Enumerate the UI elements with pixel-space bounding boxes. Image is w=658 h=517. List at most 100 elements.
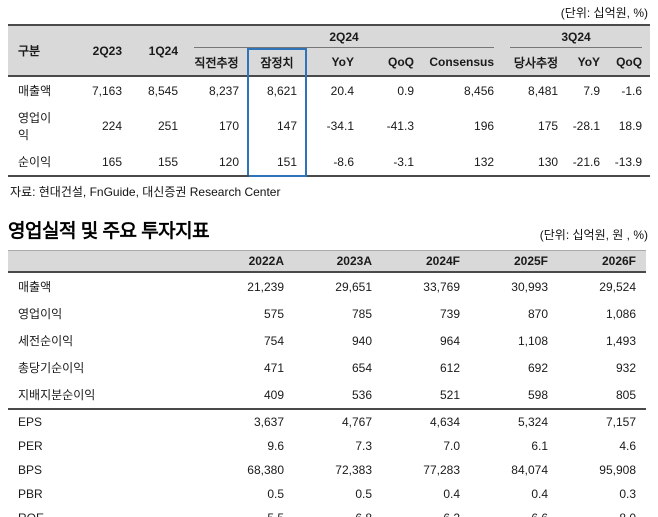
cell-value: 598 <box>470 381 558 410</box>
cell-value: 8,621 <box>247 75 307 104</box>
col-header-2023a: 2023A <box>294 250 382 273</box>
cell-value: 7.9 <box>566 75 609 104</box>
cell-value: 7,157 <box>605 415 636 429</box>
cell-value: 1,493 <box>605 333 636 348</box>
cell-value: 165 <box>70 148 130 177</box>
table-row: 순이익 165 155 120 151 -8.6 -3.1 132 130 -21.6 -13.9 <box>8 148 651 177</box>
row-label: 지배지분순이익 <box>8 381 206 410</box>
table-row: 영업이익 575 785 739 870 1,086 <box>8 300 646 327</box>
col-header-prev-estimate: 직전추정 <box>186 49 248 76</box>
cell-value: -8.6 <box>306 148 362 177</box>
col-header-2q23: 2Q23 <box>70 24 130 76</box>
cell-value: 147 <box>247 104 307 148</box>
cell-value: 409 <box>206 381 294 410</box>
col-header-2024f: 2024F <box>382 250 470 273</box>
cell-value: -34.1 <box>326 119 354 133</box>
cell-value: 95,908 <box>599 463 636 477</box>
cell-value: 575 <box>263 306 284 321</box>
quarterly-results-body: 매출액 7,163 8,545 8,237 8,621 20.4 0.9 8,456 8,481… <box>8 75 651 177</box>
cell-value: 21,239 <box>247 279 284 294</box>
quarterly-results-table: 구분 2Q23 1Q24 2Q24 3Q24 직전추정 잠정치 YoY QoQ … <box>8 24 651 177</box>
section2-title: 영업실적 및 주요 투자지표 <box>8 221 210 242</box>
col-header-1q24: 1Q24 <box>130 24 186 76</box>
table-row: 총당기순이익 471 654 612 692 932 <box>8 354 646 381</box>
col-group-3q24: 3Q24 <box>502 24 651 49</box>
annual-financials-table: 2022A 2023A 2024F 2025F 2026F 매출액 21,239 2… <box>8 250 646 517</box>
col-group-3q24-label: 3Q24 <box>510 26 643 48</box>
cell-value: -21.6 <box>566 148 609 177</box>
col-header-2026f: 2026F <box>558 250 646 273</box>
col-header-consensus: Consensus <box>422 49 503 76</box>
table-header-row: 2022A 2023A 2024F 2025F 2026F <box>8 250 646 273</box>
cell-value: 8.0 <box>558 506 646 517</box>
cell-value: 9.6 <box>267 439 284 453</box>
cell-value: 68,380 <box>247 463 284 477</box>
col-group-2q24: 2Q24 <box>186 24 503 49</box>
row-label: 세전순이익 <box>18 334 74 348</box>
cell-value: 4.6 <box>619 439 636 453</box>
cell-value: -41.3 <box>386 119 414 133</box>
cell-value: 8,237 <box>186 75 248 104</box>
cell-value: 1,086 <box>605 306 636 321</box>
cell-value: 805 <box>558 381 646 410</box>
table-row: PBR 0.5 0.5 0.4 0.4 0.3 <box>8 482 646 506</box>
cell-value: 4,767 <box>341 415 372 429</box>
income-statement-body: 매출액 21,239 29,651 33,769 30,993 29,524 영업이익 575… <box>8 272 646 410</box>
cell-value: 0.9 <box>362 75 422 104</box>
col-header-category: 구분 <box>8 24 70 76</box>
col-header-2022a: 2022A <box>206 250 294 273</box>
cell-value: 8,456 <box>422 75 503 104</box>
col-header-qoq-2q24: QoQ <box>362 49 422 76</box>
cell-value: 940 <box>351 333 372 348</box>
col-header-blank <box>8 250 206 273</box>
cell-value: 29,524 <box>599 279 636 294</box>
cell-value: 251 <box>157 119 178 133</box>
table-row: 매출액 7,163 8,545 8,237 8,621 20.4 0.9 8,456 8,481… <box>8 75 651 104</box>
cell-value: 84,074 <box>511 463 548 477</box>
table-row: PER 9.6 7.3 7.0 6.1 4.6 <box>8 434 646 458</box>
cell-value: 0.4 <box>531 487 548 501</box>
cell-value: 754 <box>263 333 284 348</box>
section2-header: 영업실적 및 주요 투자지표 (단위: 십억원, 원 , %) <box>8 216 648 243</box>
cell-value: 521 <box>382 381 470 410</box>
valuation-metrics-body: EPS 3,637 4,767 4,634 5,324 7,157 PER 9.6 7.3 7.0… <box>8 409 646 517</box>
cell-value: 120 <box>186 148 248 177</box>
row-label: 순이익 <box>8 148 70 177</box>
cell-value: 18.9 <box>618 119 643 133</box>
cell-value: 785 <box>351 306 372 321</box>
cell-value: -28.1 <box>572 119 601 133</box>
cell-value: 5.5 <box>206 506 294 517</box>
cell-value: 151 <box>247 148 307 177</box>
cell-value: 7.0 <box>443 439 460 453</box>
col-header-preliminary: 잠정치 <box>247 48 307 76</box>
col-header-yoy-3q24: YoY <box>566 49 609 76</box>
cell-value: 20.4 <box>306 75 362 104</box>
cell-value: 8,545 <box>130 75 186 104</box>
cell-value: -3.1 <box>362 148 422 177</box>
cell-value: 870 <box>527 306 548 321</box>
cell-value: 612 <box>439 360 460 375</box>
col-header-yoy-2q24: YoY <box>306 49 362 76</box>
cell-value: 0.4 <box>443 487 460 501</box>
table-row: 세전순이익 754 940 964 1,108 1,493 <box>8 327 646 354</box>
cell-value: 0.5 <box>267 487 284 501</box>
cell-value: 536 <box>294 381 382 410</box>
cell-value: 7.3 <box>355 439 372 453</box>
cell-value: 30,993 <box>511 279 548 294</box>
table-row: 지배지분순이익 409 536 521 598 805 <box>8 381 646 410</box>
cell-value: 130 <box>502 148 567 177</box>
table1-source-note: 자료: 현대건설, FnGuide, 대신증권 Research Center <box>10 185 281 199</box>
row-label: BPS <box>18 463 43 477</box>
row-label: PBR <box>18 487 43 501</box>
table-row: 영업이익 224 251 170 147 -34.1 -41.3 196 175 -28.1 18.… <box>8 104 650 148</box>
row-label: 총당기순이익 <box>18 361 85 375</box>
cell-value: 964 <box>439 333 460 348</box>
row-label: ROE <box>8 506 206 517</box>
cell-value: 0.5 <box>355 487 372 501</box>
table-row: 매출액 21,239 29,651 33,769 30,993 29,524 <box>8 272 646 300</box>
cell-value: 932 <box>615 360 636 375</box>
cell-value: 654 <box>351 360 372 375</box>
cell-value: 72,383 <box>335 463 372 477</box>
cell-value: 6.1 <box>531 439 548 453</box>
cell-value: 77,283 <box>423 463 460 477</box>
